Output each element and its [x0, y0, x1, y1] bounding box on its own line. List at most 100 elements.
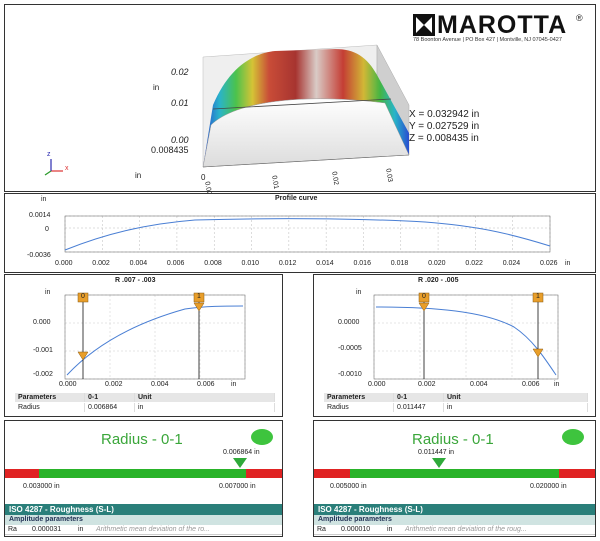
company-address: 78 Boonton Avenue | PO Box 427 | Montvil…	[413, 37, 562, 43]
left-value-pointer-icon	[233, 458, 247, 468]
right-iso-header: ISO 4287 - Roughness (S-L)	[314, 504, 595, 515]
right-marker-0-label: 0	[422, 293, 426, 300]
profile-title: Profile curve	[275, 195, 318, 202]
right-y-tick-1: -0.0005	[338, 345, 362, 352]
right-td-value: 0.011447	[394, 403, 444, 412]
right-plot-frame	[373, 294, 559, 380]
left-y-tick-1: -0.001	[33, 347, 53, 354]
right-radius-plot	[373, 292, 559, 380]
right-x-tick-2: 0.004	[470, 381, 488, 388]
right-amplitude-header: Amplitude parameters	[314, 515, 595, 525]
profile-plot	[64, 215, 551, 253]
left-table-row[interactable]: Radius 0.006864 in	[15, 403, 275, 412]
profile-x-tick: 0.010	[241, 260, 260, 267]
left-iso-header: ISO 4287 - Roughness (S-L)	[5, 504, 282, 515]
left-th-unit: Unit	[135, 393, 275, 402]
left-radius-title: Radius - 0-1	[101, 431, 183, 448]
z-unit-label: in	[153, 83, 160, 92]
readout-z: Z = 0.008435 in	[409, 133, 479, 144]
left-plot-frame	[64, 294, 246, 380]
left-marker-1-tag	[193, 292, 205, 303]
right-tolerance-scale	[314, 469, 595, 478]
z-min-label: 0.008435	[151, 145, 189, 155]
left-ra-unit: in	[78, 526, 84, 533]
left-scale-min: 0.003000 in	[23, 483, 60, 490]
axes-triad-icon	[44, 159, 63, 176]
right-radius-panel: R .020 - .005 in 0.0000 -0.0005 -0.0010 …	[313, 274, 596, 417]
logo-text: MAROTTA	[437, 11, 568, 39]
left-ra-value: 0.000031	[32, 526, 62, 533]
marotta-logo-mark-icon	[413, 14, 435, 36]
profile-x-tick: 0.006	[166, 260, 185, 267]
right-table-header: Parameters 0-1 Unit	[324, 393, 588, 402]
left-td-unit: in	[135, 403, 275, 412]
surface-3d-panel: MAROTTA ® 78 Boonton Avenue | PO Box 427…	[4, 4, 596, 196]
right-marker-1-label: 1	[536, 293, 540, 300]
left-amplitude-header: Amplitude parameters	[5, 515, 282, 525]
readout-x: X = 0.032942 in	[409, 109, 480, 120]
left-marker-0-tag	[77, 292, 89, 303]
right-y-tick-2: -0.0010	[338, 371, 362, 378]
left-th-parameters: Parameters	[15, 393, 85, 402]
left-title: R .007 - .003	[115, 277, 156, 284]
profile-x-tick: 0.018	[390, 260, 409, 267]
right-scale-high-zone	[559, 469, 595, 478]
profile-x-tick: 0.012	[278, 260, 297, 267]
right-scale-min: 0.005000 in	[330, 483, 367, 490]
right-status-dot	[562, 429, 584, 445]
right-x-tick-1: 0.002	[418, 381, 436, 388]
profile-plot-frame	[64, 215, 551, 253]
profile-y-tick-1: 0	[45, 226, 49, 233]
profile-cut-line	[212, 98, 392, 110]
left-tolerance-scale	[5, 469, 282, 478]
profile-y-unit: in	[41, 196, 47, 203]
profile-x-tick: 0.020	[428, 260, 446, 267]
triad-z-label: z	[47, 151, 51, 158]
profile-curve-panel: Profile curve in 0.0014 0 -0.0036 0.000 0…	[4, 193, 596, 273]
right-radius-title: Radius - 0-1	[412, 431, 494, 448]
left-th-value: 0-1	[85, 393, 135, 402]
profile-x-tick: 0.008	[204, 260, 222, 267]
right-marker-1-tag	[532, 292, 544, 303]
right-td-unit: in	[444, 403, 588, 412]
profile-x-tick: 0.000	[55, 260, 73, 267]
right-x-unit: in	[554, 381, 560, 388]
left-radius-plot	[64, 292, 246, 380]
left-scale-low-zone	[5, 469, 39, 478]
right-x-tick-0: 0.000	[368, 381, 386, 388]
right-th-parameters: Parameters	[324, 393, 394, 402]
profile-y-tick-0: 0.0014	[29, 212, 51, 219]
marotta-logo: MAROTTA ®	[413, 11, 593, 41]
left-radius-indicator: Radius - 0-1 0.006864 in 0.003000 in 0.0…	[4, 420, 283, 537]
right-scale-ok-zone	[350, 469, 559, 478]
y-unit-label: in	[135, 171, 142, 180]
left-y-unit: in	[45, 289, 51, 296]
right-th-unit: Unit	[444, 393, 588, 402]
right-fit-line	[375, 306, 557, 376]
left-td-parameter: Radius	[15, 403, 85, 412]
profile-x-tick: 0.004	[129, 260, 148, 267]
right-table-row[interactable]: Radius 0.011447 in	[324, 403, 588, 412]
right-marker-0-triangle	[418, 302, 430, 312]
left-ra-row[interactable]: Ra 0.000031 in Arithmetic mean deviation…	[5, 525, 282, 535]
left-y-tick-2: -0.002	[33, 371, 53, 378]
left-scale-high-zone	[246, 469, 282, 478]
right-scale-max: 0.020000 in	[530, 483, 567, 490]
profile-x-tick: 0.016	[353, 260, 371, 267]
right-ra-description: Arithmetic mean deviation of the roug...	[405, 526, 527, 533]
right-y-tick-0: 0.0000	[338, 319, 360, 326]
base-line	[202, 154, 410, 168]
left-fit-line	[66, 305, 244, 376]
right-marker-0-tag	[418, 292, 430, 303]
left-td-value: 0.006864	[85, 403, 135, 412]
profile-x-tick: 0.022	[465, 260, 483, 267]
left-status-dot	[251, 429, 273, 445]
right-td-parameter: Radius	[324, 403, 394, 412]
left-scale-max: 0.007000 in	[219, 483, 256, 490]
right-y-unit: in	[356, 289, 362, 296]
left-x-tick-1: 0.002	[105, 381, 123, 388]
profile-x-tick: 0.002	[92, 260, 110, 267]
right-ra-row[interactable]: Ra 0.000010 in Arithmetic mean deviation…	[314, 525, 595, 535]
left-radius-panel: R .007 - .003 in 0.000 -0.001 -0.002 0 1…	[4, 274, 283, 417]
right-marker-1-triangle	[532, 348, 544, 358]
